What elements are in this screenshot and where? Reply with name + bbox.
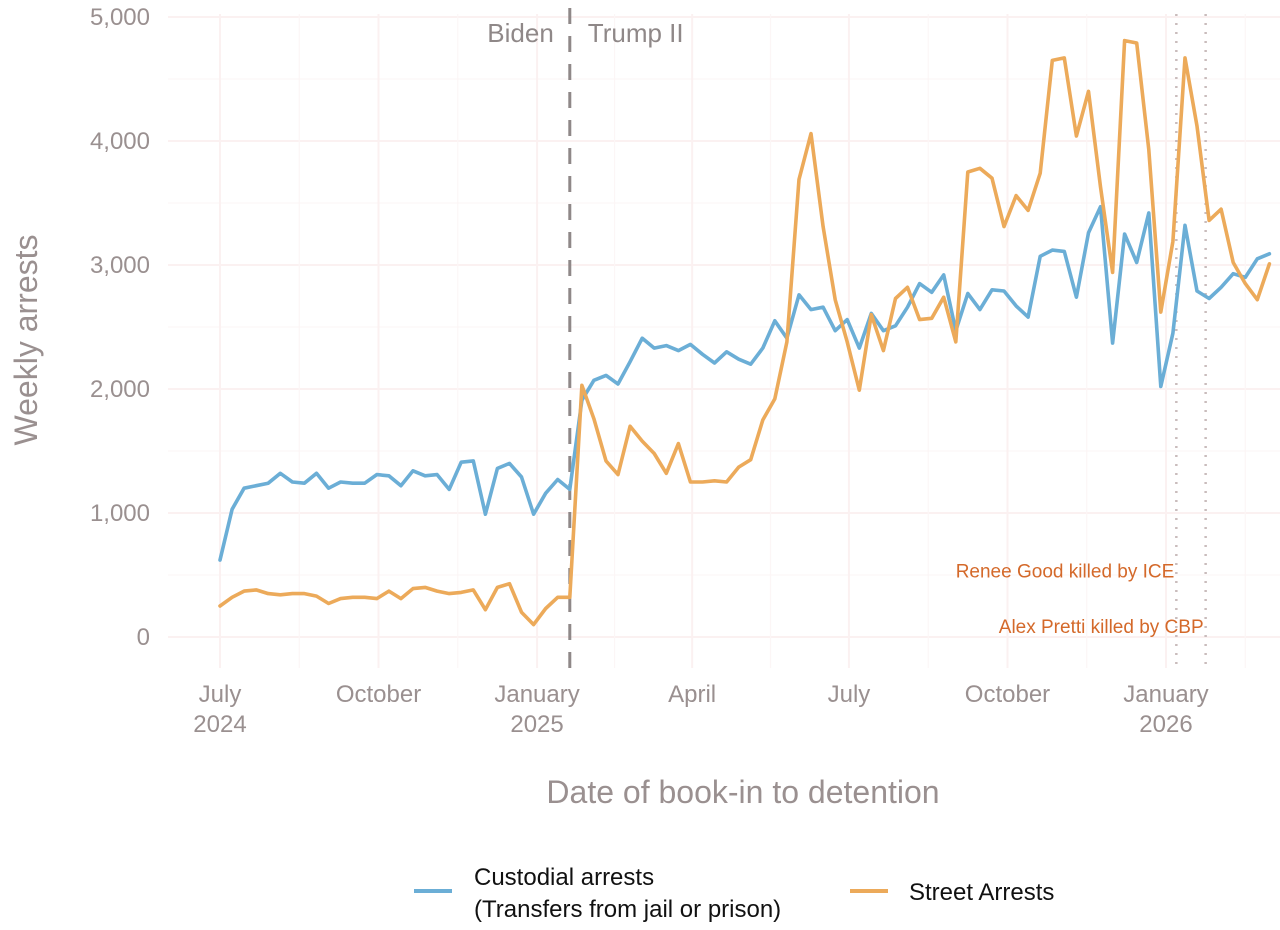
era-label-trump: Trump II bbox=[588, 18, 684, 48]
series-line-custodial bbox=[218, 204, 1272, 562]
y-axis: 0 1,000 2,000 3,000 4,000 5,000 bbox=[90, 4, 150, 651]
x-tick-year-label: 2025 bbox=[510, 711, 563, 738]
y-tick-label: 2,000 bbox=[90, 376, 150, 403]
y-tick-label: 5,000 bbox=[90, 4, 150, 31]
era-label-biden: Biden bbox=[487, 18, 554, 48]
series-line-street bbox=[218, 38, 1272, 627]
x-tick-label: October bbox=[336, 681, 421, 708]
legend-item-custodial[interactable]: Custodial arrests (Transfers from jail o… bbox=[414, 864, 781, 923]
legend-label-custodial-line2: (Transfers from jail or prison) bbox=[474, 896, 781, 923]
y-axis-title: Weekly arrests bbox=[8, 234, 44, 445]
x-tick-label: April bbox=[668, 681, 716, 708]
y-tick-label: 3,000 bbox=[90, 252, 150, 279]
x-axis-title: Date of book-in to detention bbox=[546, 774, 939, 810]
legend: Custodial arrests (Transfers from jail o… bbox=[414, 864, 1054, 923]
y-tick-label: 4,000 bbox=[90, 128, 150, 155]
grid bbox=[168, 14, 1280, 668]
series-lines bbox=[218, 38, 1272, 627]
y-tick-label: 0 bbox=[137, 624, 150, 651]
x-tick-label: July bbox=[199, 681, 242, 708]
legend-label-street: Street Arrests bbox=[909, 879, 1054, 906]
x-tick-year-label: 2026 bbox=[1139, 711, 1192, 738]
legend-label-custodial-line1: Custodial arrests bbox=[474, 864, 654, 891]
event-label: Alex Pretti killed by CBP bbox=[999, 617, 1204, 638]
y-tick-label: 1,000 bbox=[90, 500, 150, 527]
x-tick-label: July bbox=[828, 681, 871, 708]
x-tick-label: October bbox=[965, 681, 1050, 708]
x-tick-label: January bbox=[1123, 681, 1208, 708]
annotations: Biden Trump II Renee Good killed by ICE Ale… bbox=[487, 8, 1207, 668]
x-axis: July 2024 October January 2025 April July Octob… bbox=[193, 681, 1208, 738]
x-tick-label: January bbox=[494, 681, 579, 708]
event-label: Renee Good killed by ICE bbox=[956, 561, 1175, 582]
x-tick-year-label: 2024 bbox=[193, 711, 246, 738]
legend-item-street[interactable]: Street Arrests bbox=[850, 879, 1054, 906]
